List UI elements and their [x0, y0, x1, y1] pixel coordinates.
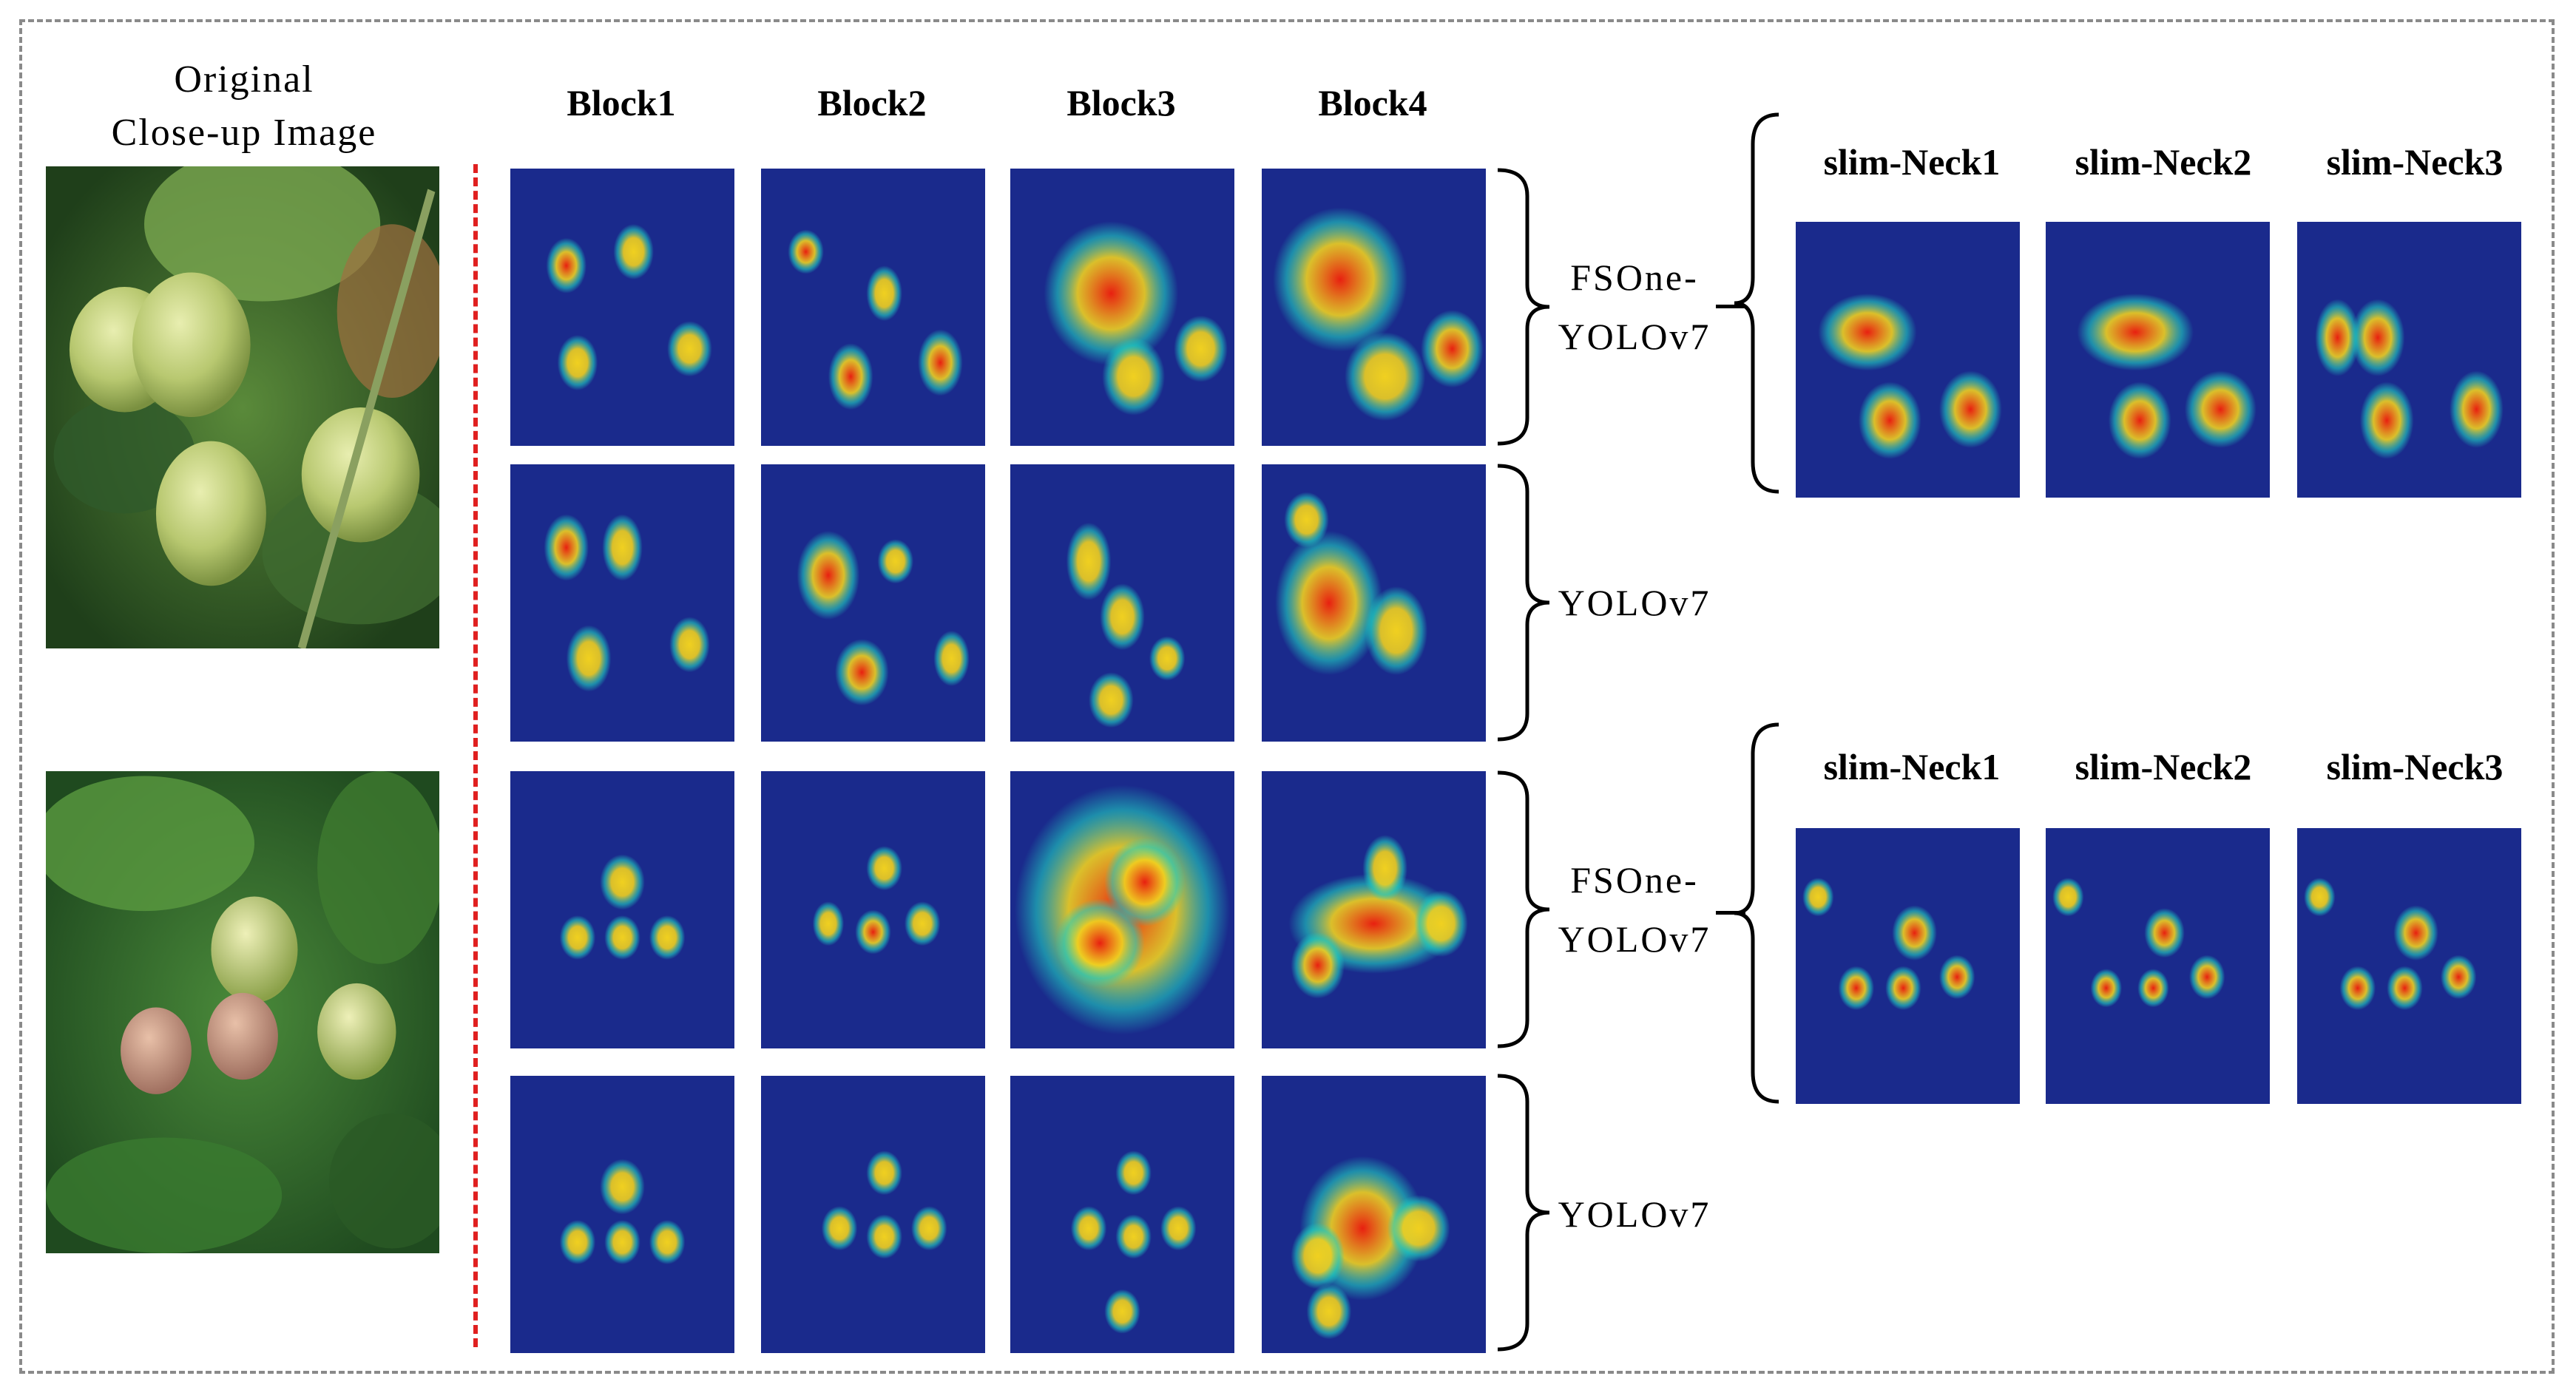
connector-bottom: [1716, 911, 1745, 915]
row-label-3: FSOne- YOLOv7: [1546, 850, 1723, 969]
original-title-line2: Close-up Image: [111, 112, 377, 154]
original-photo-1: [46, 166, 439, 648]
row-label-1-line2: YOLOv7: [1558, 316, 1711, 357]
row-label-3-line1: FSOne-: [1570, 859, 1699, 901]
heatmap-row1-block2: [761, 169, 985, 446]
neck-bottom-heatmap-2: [2046, 828, 2270, 1104]
original-title: Original Close-up Image: [44, 53, 444, 160]
neck-brace-bottom: [1734, 722, 1779, 1104]
heatmap-row2-block2: [761, 464, 985, 742]
neck-header-top-1: slim-Neck1: [1823, 141, 2001, 183]
heatmap-row1-block4: [1262, 169, 1486, 446]
neck-top-heatmap-2: [2046, 222, 2270, 498]
neck-bottom-heatmap-3: [2297, 828, 2521, 1104]
heatmap-row1-block1: [510, 169, 734, 446]
header-block4: Block4: [1318, 82, 1427, 123]
header-block2: Block2: [817, 82, 927, 123]
neck-header-top-3: slim-Neck3: [2326, 141, 2504, 183]
heatmap-row3-block1: [510, 771, 734, 1048]
neck-brace-top: [1734, 112, 1779, 494]
heatmap-row1-block3: [1010, 169, 1234, 446]
row-label-1-line1: FSOne-: [1570, 257, 1699, 298]
heatmap-row3-block4: [1262, 771, 1486, 1048]
neck-top-heatmap-3: [2297, 222, 2521, 498]
original-photo-2: [46, 771, 439, 1253]
heatmap-row4-block4: [1262, 1076, 1486, 1353]
row-label-4: YOLOv7: [1558, 1193, 1711, 1235]
heatmap-row4-block1: [510, 1076, 734, 1353]
heatmap-row4-block3: [1010, 1076, 1234, 1353]
neck-bottom-heatmap-1: [1796, 828, 2020, 1104]
heatmap-row2-block4: [1262, 464, 1486, 742]
row-label-3-line2: YOLOv7: [1558, 918, 1711, 960]
heatmap-row2-block3: [1010, 464, 1234, 742]
original-title-line1: Original: [174, 58, 314, 101]
header-block3: Block3: [1066, 82, 1176, 123]
row-label-1: FSOne- YOLOv7: [1546, 248, 1723, 366]
heatmap-row2-block1: [510, 464, 734, 742]
neck-header-top-2: slim-Neck2: [2075, 141, 2252, 183]
neck-header-bottom-2: slim-Neck2: [2075, 746, 2252, 787]
neck-header-bottom-1: slim-Neck1: [1823, 746, 2001, 787]
neck-header-bottom-3: slim-Neck3: [2326, 746, 2504, 787]
connector-top: [1716, 305, 1745, 308]
header-block1: Block1: [567, 82, 676, 123]
heatmap-row3-block2: [761, 771, 985, 1048]
row-label-2: YOLOv7: [1558, 582, 1711, 623]
brace-row1: [1497, 168, 1550, 446]
brace-row4: [1497, 1074, 1550, 1352]
brace-row2: [1497, 464, 1550, 742]
neck-top-heatmap-1: [1796, 222, 2020, 498]
heatmap-row4-block2: [761, 1076, 985, 1353]
heatmap-row3-block3: [1010, 771, 1234, 1048]
divider-line: [473, 164, 478, 1347]
brace-row3: [1497, 770, 1550, 1048]
figure-frame: [19, 19, 2555, 1374]
